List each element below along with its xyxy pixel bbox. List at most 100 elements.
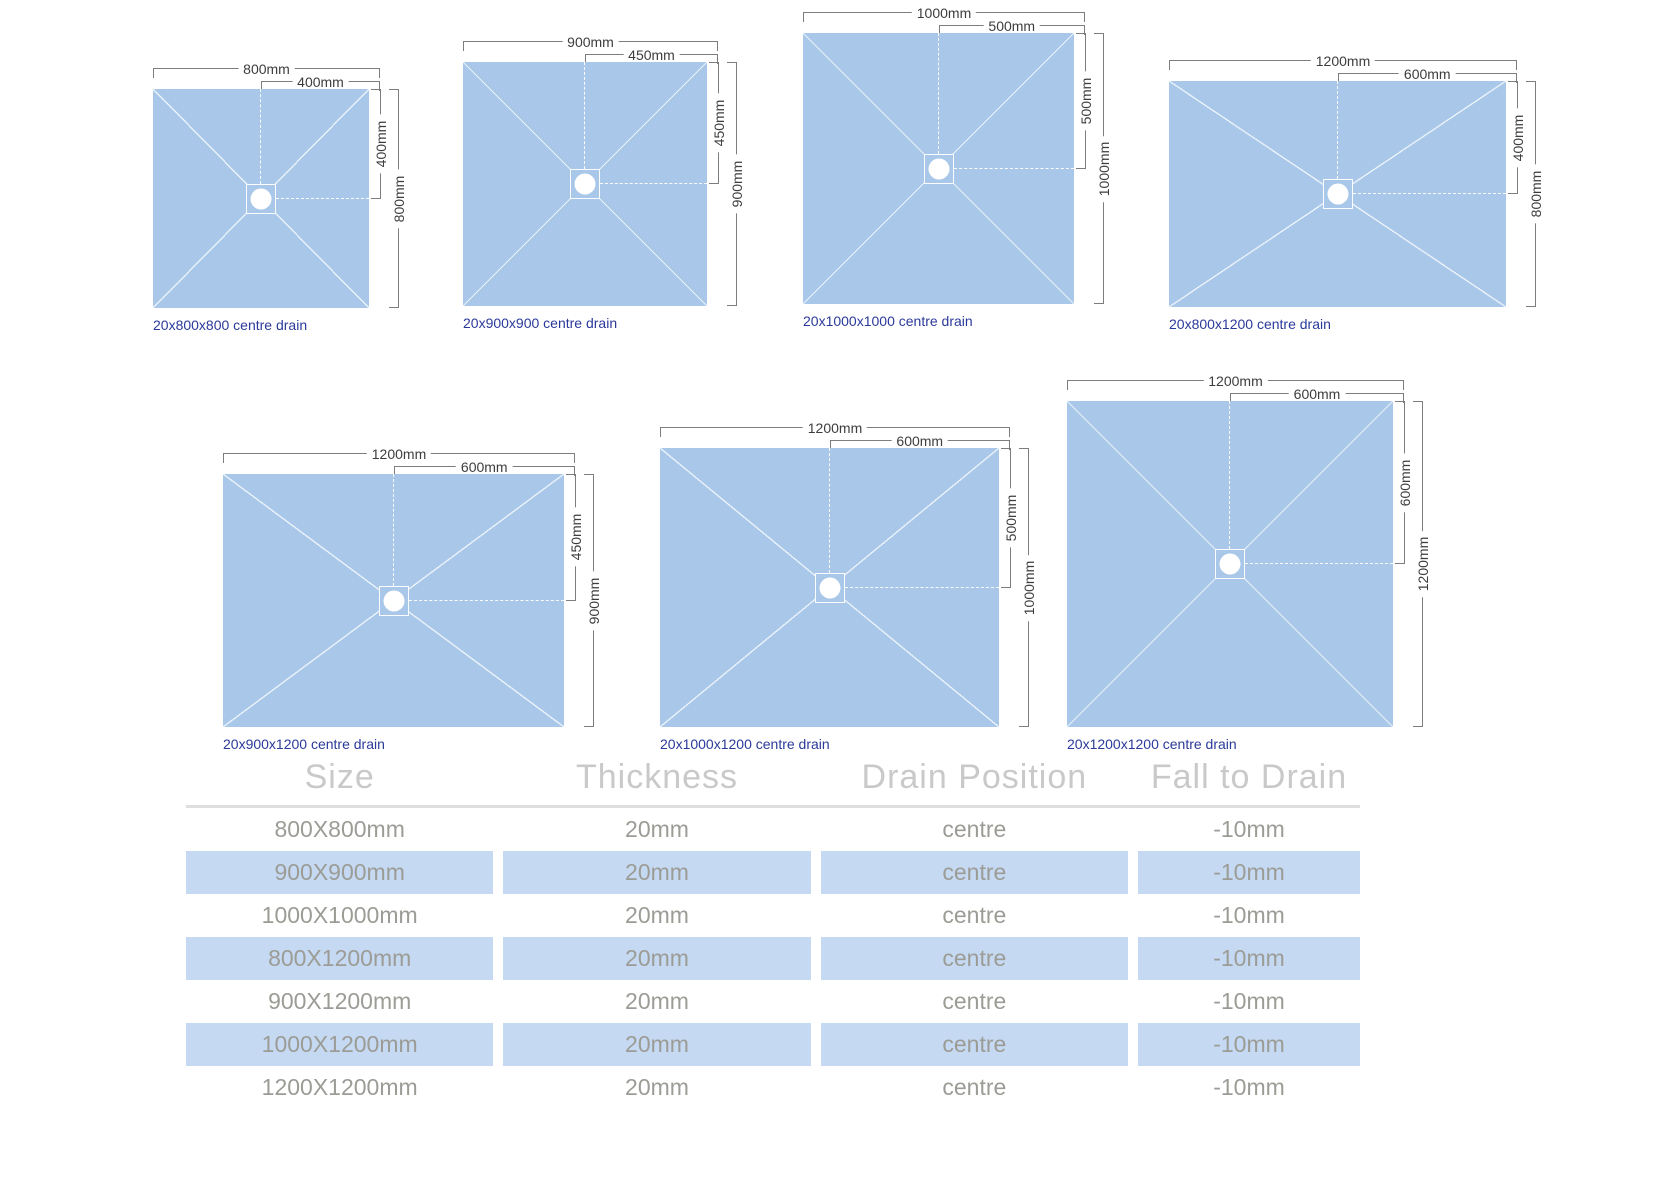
width-dimension-label: 1000mm bbox=[911, 4, 977, 22]
cell-fall-to-drain: -10mm bbox=[1138, 937, 1360, 980]
cell-fall-to-drain: -10mm bbox=[1213, 988, 1285, 1014]
diagram-20x1000x1200: 1200mm 600mm 500mm 1000mm 20x1000x1200 c… bbox=[660, 419, 1038, 752]
fall-line-vertical bbox=[1229, 401, 1230, 549]
cell-drain-position: centre bbox=[942, 988, 1007, 1014]
half-width-dimension: 600mm bbox=[829, 432, 1010, 450]
half-height-dimension: 400mm bbox=[1508, 81, 1527, 194]
cell-drain-position: centre bbox=[942, 1074, 1007, 1100]
cell-thickness: 20mm bbox=[625, 1074, 689, 1100]
cell-drain-position: centre bbox=[942, 816, 1007, 842]
width-dimension-label: 1200mm bbox=[1203, 372, 1268, 390]
height-dimension-label: 1000mm bbox=[1020, 554, 1038, 621]
half-width-dimension-label: 600mm bbox=[1398, 65, 1456, 83]
half-width-dimension: 600mm bbox=[1337, 65, 1517, 83]
width-dimension-label: 900mm bbox=[562, 33, 619, 51]
column-header-thickness: Thickness bbox=[575, 758, 739, 796]
column-header-fall-to-drain: Fall to Drain bbox=[1150, 758, 1348, 796]
half-height-dimension: 400mm bbox=[371, 89, 390, 199]
width-dimension-label: 800mm bbox=[238, 60, 295, 78]
half-height-dimension-label: 400mm bbox=[372, 114, 390, 174]
width-dimension: 1200mm bbox=[223, 445, 575, 463]
cell-drain-position: centre bbox=[820, 851, 1129, 894]
half-height-dimension: 600mm bbox=[1395, 401, 1414, 564]
height-dimension: 1000mm bbox=[1019, 448, 1038, 727]
fall-line-horizontal bbox=[408, 599, 564, 601]
width-dimension: 1000mm bbox=[803, 4, 1085, 22]
shower-tray bbox=[803, 33, 1074, 304]
height-dimension-label: 800mm bbox=[390, 169, 408, 228]
diagram-caption: 20x800x1200 centre drain bbox=[1169, 316, 1331, 332]
shower-tray bbox=[153, 89, 369, 308]
table-header-row: Size Thickness Drain Position Fall to Dr… bbox=[186, 755, 1360, 803]
diagram-20x800x800: 800mm 400mm 400mm 800mm 20x800x800 centr… bbox=[153, 60, 408, 333]
height-dimension: 800mm bbox=[389, 89, 408, 308]
half-height-dimension-label: 400mm bbox=[1509, 108, 1527, 167]
height-dimension: 900mm bbox=[727, 62, 746, 306]
half-height-dimension-label: 500mm bbox=[1077, 71, 1095, 131]
table-row: 800X800mm 20mm centre -10mm bbox=[186, 808, 1360, 851]
half-width-dimension: 600mm bbox=[1230, 385, 1404, 403]
drain-square bbox=[246, 183, 276, 214]
fall-line-vertical bbox=[260, 89, 261, 184]
fall-line-horizontal bbox=[600, 183, 707, 184]
width-dimension-label: 1200mm bbox=[802, 419, 868, 437]
fall-line-vertical bbox=[1336, 81, 1338, 179]
width-dimension-label: 1200mm bbox=[366, 445, 432, 463]
shower-tray bbox=[463, 62, 707, 306]
diagram-20x1000x1000: 1000mm 500mm 500mm 1000mm 20x1000x1000 c… bbox=[803, 4, 1113, 329]
fall-line-vertical bbox=[937, 33, 939, 154]
half-width-dimension-label: 600mm bbox=[1288, 385, 1346, 403]
cell-size: 900X1200mm bbox=[268, 988, 412, 1014]
table-row: 900X900mm 20mm centre -10mm bbox=[186, 851, 1360, 894]
diagram-caption: 20x900x1200 centre drain bbox=[223, 736, 385, 752]
diagram-20x800x1200: 1200mm 600mm 400mm 800mm 20x800x1200 cen… bbox=[1169, 52, 1545, 332]
height-dimension: 1000mm bbox=[1094, 33, 1113, 304]
half-width-dimension-label: 450mm bbox=[623, 46, 680, 64]
half-height-dimension: 450mm bbox=[566, 474, 585, 601]
table-row: 1000X1200mm 20mm centre -10mm bbox=[186, 1023, 1360, 1066]
cell-drain-position: centre bbox=[820, 1023, 1129, 1066]
cell-size: 800X1200mm bbox=[186, 937, 494, 980]
drain-square bbox=[923, 153, 954, 184]
fall-line-horizontal bbox=[1352, 193, 1506, 194]
half-width-dimension-label: 400mm bbox=[292, 73, 349, 91]
fall-line-vertical bbox=[392, 474, 394, 586]
height-dimension-label: 1200mm bbox=[1414, 530, 1432, 598]
half-height-dimension: 500mm bbox=[1076, 33, 1095, 169]
drain-square bbox=[1322, 179, 1353, 209]
cell-thickness: 20mm bbox=[503, 1023, 811, 1066]
fall-line-horizontal bbox=[844, 586, 999, 588]
half-width-dimension-label: 500mm bbox=[983, 17, 1041, 35]
height-dimension: 1200mm bbox=[1413, 401, 1432, 727]
width-dimension: 900mm bbox=[463, 33, 718, 51]
table-header-divider bbox=[186, 805, 1360, 808]
table-row: 1000X1000mm 20mm centre -10mm bbox=[186, 894, 1360, 937]
half-width-dimension: 400mm bbox=[261, 73, 380, 91]
height-dimension-label: 1000mm bbox=[1095, 135, 1113, 202]
half-width-dimension-label: 600mm bbox=[455, 458, 513, 476]
half-width-dimension: 500mm bbox=[938, 17, 1085, 35]
half-height-dimension: 450mm bbox=[709, 62, 728, 184]
cell-thickness: 20mm bbox=[503, 851, 811, 894]
cell-fall-to-drain: -10mm bbox=[1213, 902, 1285, 928]
diagram-20x1200x1200: 1200mm 600mm 600mm 1200mm 20x1200x1200 c… bbox=[1067, 372, 1432, 752]
cell-size: 800X800mm bbox=[274, 816, 405, 842]
half-width-dimension-label: 600mm bbox=[891, 432, 949, 450]
cell-size: 1000X1000mm bbox=[261, 902, 418, 928]
column-header-drain-position: Drain Position bbox=[861, 758, 1088, 796]
cell-size: 900X900mm bbox=[186, 851, 494, 894]
cell-fall-to-drain: -10mm bbox=[1213, 1074, 1285, 1100]
column-header-size: Size bbox=[304, 758, 375, 796]
table-row: 1200X1200mm 20mm centre -10mm bbox=[186, 1066, 1360, 1109]
table-row: 900X1200mm 20mm centre -10mm bbox=[186, 980, 1360, 1023]
spec-table: Size Thickness Drain Position Fall to Dr… bbox=[186, 755, 1360, 1109]
cell-size: 1200X1200mm bbox=[261, 1074, 418, 1100]
height-dimension-label: 900mm bbox=[728, 154, 746, 214]
cell-thickness: 20mm bbox=[503, 937, 811, 980]
drain-circle-icon bbox=[383, 590, 404, 611]
cell-thickness: 20mm bbox=[625, 902, 689, 928]
table-row: 800X1200mm 20mm centre -10mm bbox=[186, 937, 1360, 980]
drain-circle-icon bbox=[250, 188, 272, 209]
diagram-caption: 20x1200x1200 centre drain bbox=[1067, 736, 1237, 752]
